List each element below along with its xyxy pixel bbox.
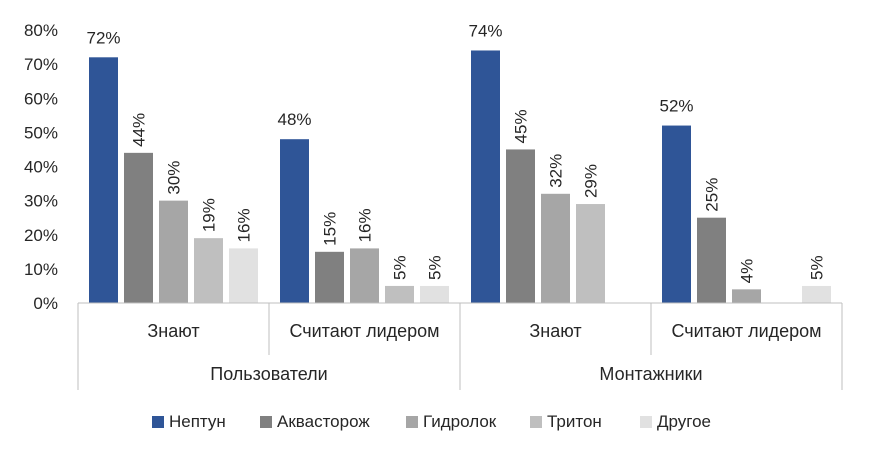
bar-Нептун <box>662 125 691 303</box>
bar-Тритон <box>576 204 605 303</box>
bar-Нептун <box>280 139 309 303</box>
bar-Аквасторож <box>697 217 726 303</box>
bar-Тритон <box>194 238 223 303</box>
data-label: 5% <box>426 255 445 280</box>
y-tick-label: 40% <box>24 158 58 177</box>
y-tick-label: 10% <box>24 260 58 279</box>
bar-Гидролок <box>541 193 570 303</box>
legend-label: Нептун <box>169 412 226 431</box>
bar-Гидролок <box>732 289 761 303</box>
legend-swatch <box>530 416 542 428</box>
bar-Нептун <box>471 50 500 303</box>
data-label: 5% <box>808 255 827 280</box>
legend-label: Гидролок <box>423 412 497 431</box>
data-label: 30% <box>165 161 184 195</box>
bar-Другое <box>229 248 258 303</box>
data-label: 44% <box>130 113 149 147</box>
group-label: Пользователи <box>210 364 327 384</box>
y-tick-label: 60% <box>24 89 58 108</box>
data-label: 16% <box>235 208 254 242</box>
bar-Нептун <box>89 57 118 303</box>
data-label: 19% <box>200 198 219 232</box>
bar-Аквасторож <box>315 251 344 303</box>
data-label: 4% <box>738 259 757 284</box>
legend-swatch <box>152 416 164 428</box>
legend-label: Другое <box>657 412 711 431</box>
data-label: 74% <box>468 21 502 40</box>
bar-Аквасторож <box>506 149 535 303</box>
legend-swatch <box>406 416 418 428</box>
y-tick-label: 0% <box>33 294 58 313</box>
y-tick-label: 80% <box>24 21 58 40</box>
y-tick-label: 70% <box>24 55 58 74</box>
legend-label: Тритон <box>547 412 602 431</box>
bar-Тритон <box>385 285 414 303</box>
data-label: 32% <box>547 154 566 188</box>
category-label: Считают лидером <box>289 321 439 341</box>
data-label: 52% <box>659 97 693 116</box>
data-label: 5% <box>391 255 410 280</box>
data-label: 15% <box>321 212 340 246</box>
y-tick-label: 50% <box>24 123 58 142</box>
category-label: Знают <box>147 321 199 341</box>
category-label: Считают лидером <box>671 321 821 341</box>
data-label: 29% <box>582 164 601 198</box>
data-label: 48% <box>277 110 311 129</box>
data-label: 25% <box>703 178 722 212</box>
y-tick-label: 20% <box>24 226 58 245</box>
data-label: 45% <box>512 109 531 143</box>
data-label: 72% <box>86 28 120 47</box>
bar-Гидролок <box>350 248 379 303</box>
bar-Другое <box>420 285 449 303</box>
bar-Гидролок <box>159 200 188 303</box>
category-label: Знают <box>529 321 581 341</box>
y-tick-label: 30% <box>24 192 58 211</box>
legend-swatch <box>640 416 652 428</box>
bar-Другое <box>802 285 831 303</box>
legend-label: Аквасторож <box>277 412 370 431</box>
group-label: Монтажники <box>599 364 702 384</box>
legend-swatch <box>260 416 272 428</box>
data-label: 16% <box>356 208 375 242</box>
bar-Аквасторож <box>124 152 153 303</box>
